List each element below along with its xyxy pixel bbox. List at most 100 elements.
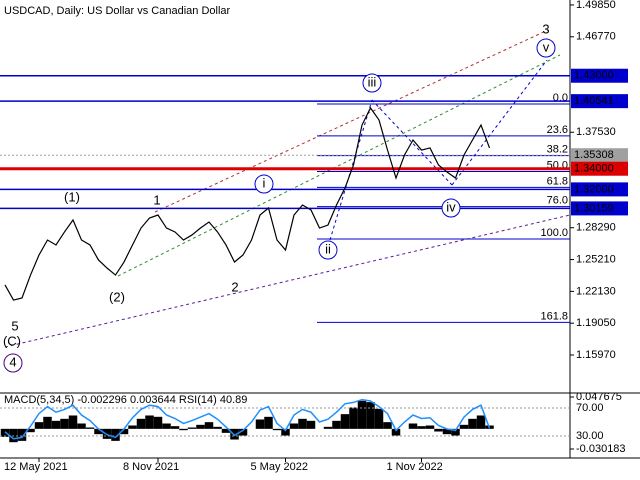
level-label: 1.40541 (574, 95, 614, 107)
macd-bar (153, 416, 163, 429)
wave-circle (254, 174, 274, 194)
macd-bar (383, 422, 392, 429)
level-label: 1.30159 (574, 202, 614, 214)
macd-bar (0, 428, 10, 437)
fib-label: 100.0 (540, 227, 568, 239)
macd-bar (68, 415, 78, 429)
y-tick-label: 1.15970 (576, 349, 616, 361)
wave-label: v (543, 39, 550, 54)
macd-bar (417, 426, 426, 429)
y-tick-label: 1.19050 (576, 317, 616, 329)
macd-bar (289, 423, 299, 429)
macd-bar (281, 428, 290, 436)
macd-bar (332, 420, 341, 429)
macd-bar (60, 418, 69, 429)
macd-bar (349, 407, 358, 429)
wave-label: ii (325, 241, 331, 256)
macd-bar (442, 428, 452, 435)
macd-bar (238, 428, 248, 436)
macd-bar (196, 424, 205, 429)
x-tick-label: 1 Nov 2022 (387, 461, 443, 473)
macd-bar (119, 428, 129, 435)
indicator-tick-label: -0.030183 (576, 443, 626, 455)
macd-bar (255, 419, 265, 429)
macd-bar (77, 423, 86, 429)
chart-title: USDCAD, Daily: US Dollar vs Canadian Dol… (4, 5, 231, 17)
wave-label: iii (368, 74, 377, 89)
macd-bar (264, 416, 273, 429)
wave-circle (362, 73, 382, 93)
macd-bar (128, 425, 137, 429)
wave-label: (C) (3, 333, 21, 348)
wave-label: 3 (542, 21, 549, 36)
macd-bar (51, 420, 61, 429)
fib-label: 23.6 (547, 124, 568, 136)
macd-bar (306, 420, 316, 429)
level-label: 1.34000 (574, 163, 614, 175)
wave-label: 1 (153, 192, 160, 207)
wave-label: (2) (109, 289, 125, 304)
macd-bar (26, 428, 35, 433)
macd-bar (85, 427, 95, 429)
wave-circle (536, 38, 556, 58)
macd-bar (170, 426, 180, 429)
y-tick-label: 1.25210 (576, 253, 616, 265)
level-box (571, 68, 628, 83)
y-tick-label: 1.49850 (576, 0, 616, 11)
y-tick-label: 1.46770 (576, 31, 616, 43)
wave-line (451, 59, 548, 186)
macd-bar (221, 428, 231, 433)
wave-label: i (263, 175, 266, 190)
macd-bar (162, 423, 171, 429)
macd-bar (357, 400, 367, 429)
y-tick-label: 1.37530 (576, 126, 616, 138)
macd-bar (230, 428, 239, 440)
level-box (571, 94, 628, 109)
fib-label: 76.0 (547, 195, 568, 207)
macd-bar (459, 424, 469, 429)
y-tick-label: 1.28290 (576, 222, 616, 234)
macd-bar (476, 415, 486, 429)
level-box (571, 182, 628, 197)
wave-circle (318, 240, 338, 260)
rsi-line (4, 398, 491, 440)
wave-circle (441, 198, 461, 218)
rsi-tick-label: 70.00 (576, 402, 604, 414)
x-tick-label: 5 May 2022 (251, 461, 308, 473)
rsi-tick-label: 30.00 (576, 430, 604, 442)
level-box (571, 148, 628, 163)
macd-bar (298, 418, 307, 429)
level-label: 1.35308 (574, 149, 614, 161)
macd-bar (43, 416, 52, 429)
macd-bar (451, 428, 460, 436)
macd-bar (94, 428, 103, 435)
trend-line (117, 54, 561, 277)
macd-bar (340, 414, 350, 429)
indicator-tick-label: 0.047675 (576, 391, 622, 403)
indicator-title: MACD(5,34,5) -0.002296 0.003644 RSI(14) … (4, 394, 247, 406)
level-label: 1.43000 (574, 70, 614, 82)
wave-circle (3, 353, 23, 373)
fib-label: 61.8 (547, 175, 568, 187)
macd-bar (366, 402, 375, 429)
macd-bar (111, 428, 120, 441)
level-box (571, 201, 628, 216)
x-tick-label: 8 Nov 2021 (123, 461, 179, 473)
price-line (4, 106, 491, 301)
macd-bar (374, 408, 384, 429)
macd-bar (213, 426, 222, 429)
wave-label: iv (446, 199, 456, 214)
trend-line (4, 214, 571, 348)
wave-label: 2 (231, 279, 238, 294)
macd-bar (17, 428, 27, 441)
macd-bar (391, 428, 401, 436)
fib-label: 161.8 (540, 310, 568, 322)
level-label: 1.32000 (574, 183, 614, 195)
macd-bar (136, 418, 146, 429)
macd-bar (272, 428, 282, 431)
y-tick-label: 1.22130 (576, 285, 616, 297)
wave-label: (1) (64, 189, 80, 204)
wave-label: 5 (11, 318, 18, 333)
